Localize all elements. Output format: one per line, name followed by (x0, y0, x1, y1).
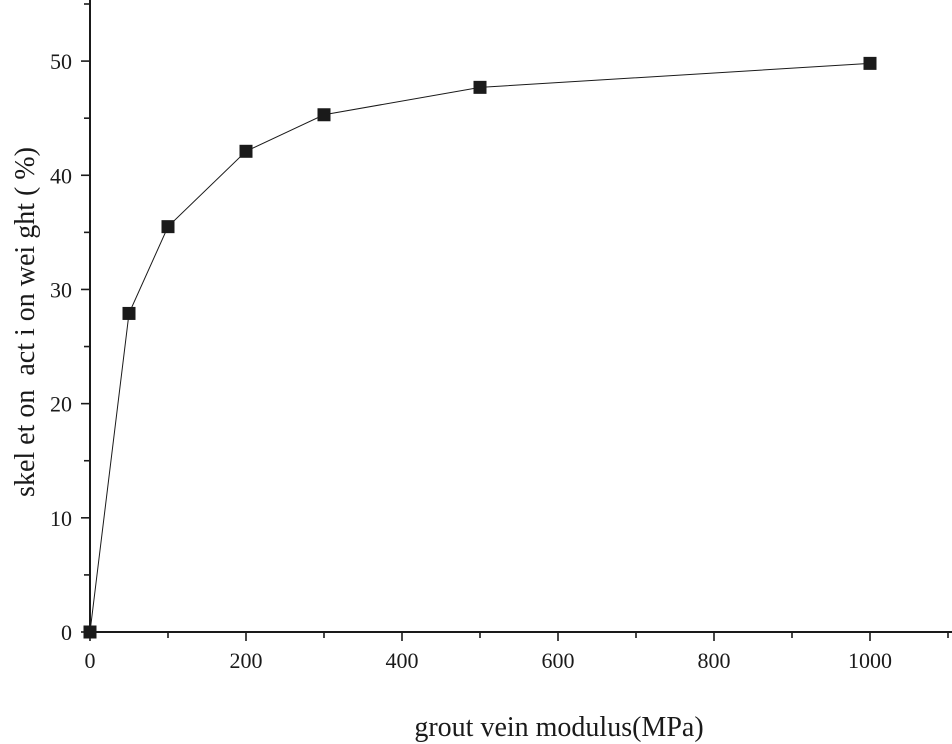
x-tick-label: 800 (698, 648, 731, 673)
data-series (83, 56, 877, 639)
data-point-marker (122, 306, 136, 320)
axes (89, 0, 952, 633)
series-line (89, 62, 871, 633)
data-point-marker (473, 80, 487, 94)
y-tick-label: 10 (50, 506, 72, 531)
x-tick-label: 400 (386, 648, 419, 673)
data-point-marker (239, 144, 253, 158)
x-tick-label: 0 (85, 648, 96, 673)
y-tick-label: 30 (50, 277, 72, 302)
x-tick-label: 600 (542, 648, 575, 673)
y-tick-label: 0 (61, 620, 72, 645)
x-tick-label: 1000 (848, 648, 892, 673)
x-axis-title: grout vein modulus(MPa) (414, 712, 703, 743)
data-point-marker (161, 220, 175, 234)
axis-ticks: 0 200 400 600 800 1000 0 10 20 30 40 50 (50, 3, 949, 673)
y-tick-label: 40 (50, 163, 72, 188)
y-tick-label: 20 (50, 392, 72, 417)
y-tick-label: 50 (50, 49, 72, 74)
data-point-marker (317, 108, 331, 122)
y-axis-title: skel et on act i on wei ght ( %) (10, 147, 41, 497)
data-point-marker (863, 56, 877, 70)
x-tick-label: 200 (230, 648, 263, 673)
data-point-marker (83, 625, 97, 639)
